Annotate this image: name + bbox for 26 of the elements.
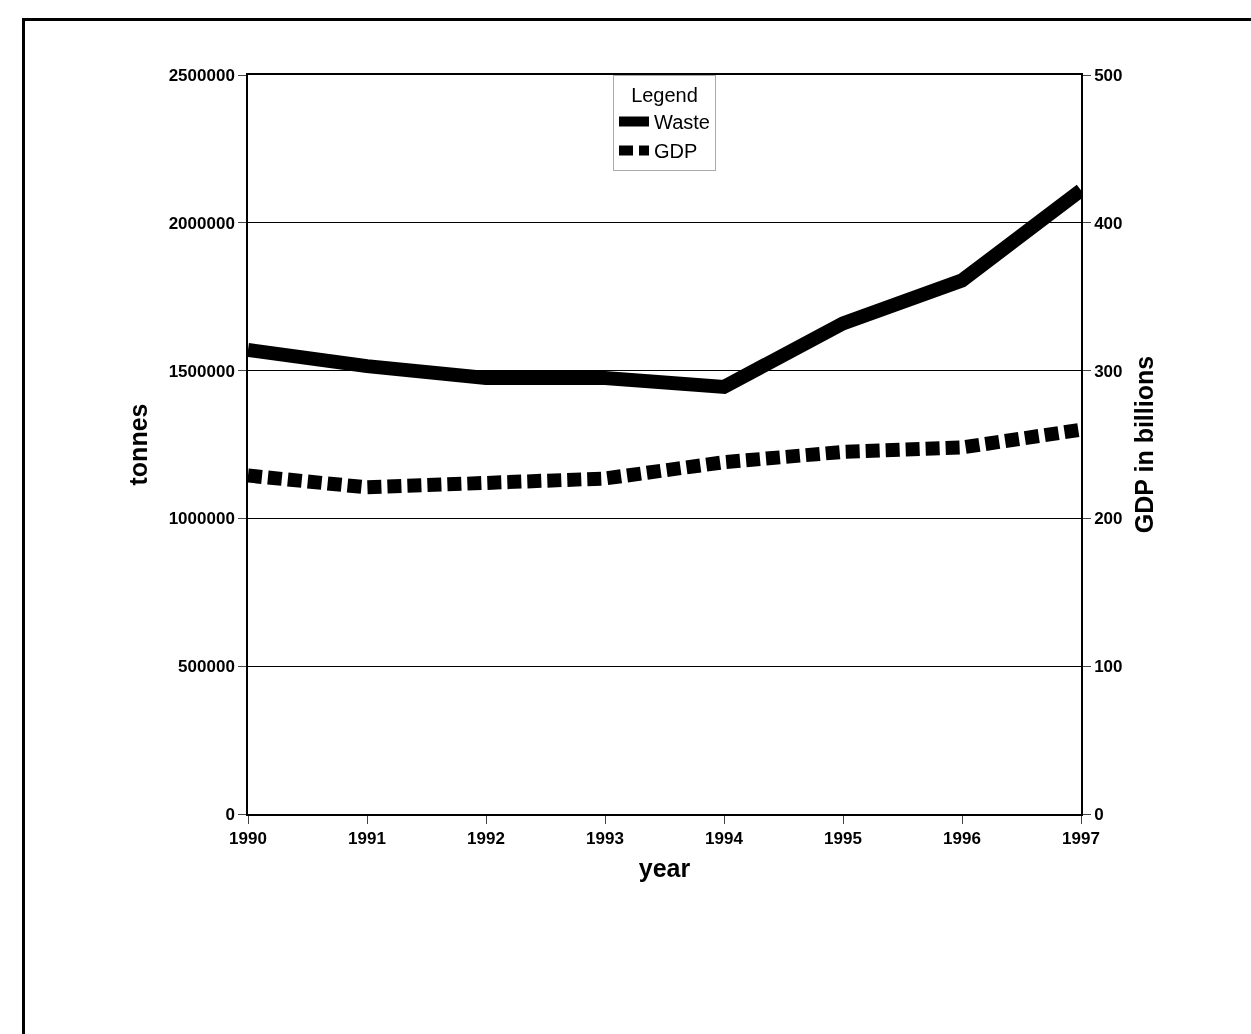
legend-label: Waste [654,111,710,134]
y-tick-label: 1500000 [168,361,235,381]
x-axis-title: year [638,853,691,882]
y-tick-label: 500000 [178,657,235,677]
y-tick-label: 1000000 [168,509,235,529]
y2-tick-label: 200 [1094,509,1123,529]
legend-label: GDP [654,140,698,163]
y2-tick-label: 100 [1094,657,1123,677]
y-tick-label: 0 [225,804,235,824]
x-tick-label: 1990 [229,829,267,849]
x-tick-label: 1997 [1062,829,1100,849]
y2-tick-label: 300 [1094,361,1123,381]
legend-title: Legend [631,84,698,106]
x-tick-label: 1991 [348,829,386,849]
y2-axis-title: GDP in billions [1130,355,1159,534]
y-tick-label: 2500000 [168,65,235,85]
x-tick-label: 1995 [824,829,862,849]
y-axis-title: tonnes [123,403,152,486]
x-tick-label: 1996 [943,829,981,849]
y2-tick-label: 0 [1094,804,1104,824]
x-tick-label: 1993 [586,829,624,849]
y2-tick-label: 400 [1094,213,1123,233]
x-tick-label: 1994 [705,829,744,849]
x-tick-label: 1992 [467,829,505,849]
y-tick-label: 2000000 [168,213,235,233]
y2-tick-label: 500 [1094,65,1123,85]
